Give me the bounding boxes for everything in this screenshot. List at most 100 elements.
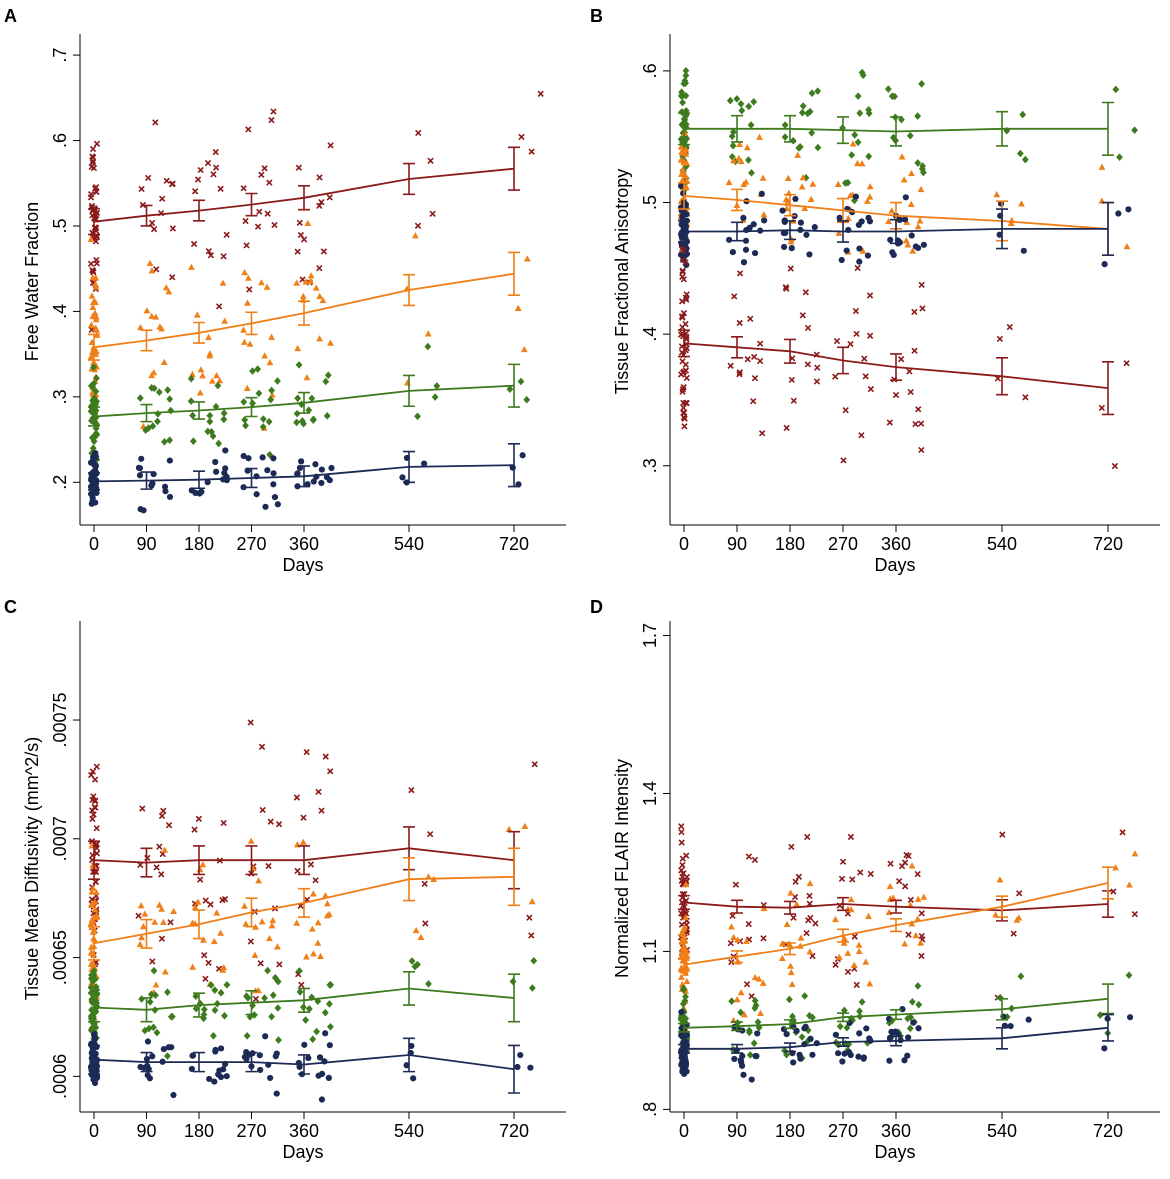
point-marker xyxy=(91,1035,99,1042)
point-marker xyxy=(294,344,302,352)
point-marker xyxy=(887,236,894,243)
point-marker xyxy=(138,455,145,462)
point-marker xyxy=(215,965,223,972)
point-marker xyxy=(537,90,544,97)
x-tick-label: 360 xyxy=(881,534,911,554)
point-marker xyxy=(244,274,252,281)
error-bar xyxy=(140,918,153,949)
error-bar xyxy=(784,193,796,217)
point-marker xyxy=(217,1073,225,1081)
point-marker xyxy=(424,342,432,351)
point-marker xyxy=(214,381,222,390)
point-marker xyxy=(519,452,526,459)
error-bar xyxy=(731,1043,743,1054)
point-marker xyxy=(89,154,97,161)
point-marker xyxy=(517,377,525,386)
point-marker xyxy=(429,210,436,217)
point-marker xyxy=(901,859,909,866)
point-marker xyxy=(431,393,439,401)
x-tick-label: 360 xyxy=(289,534,319,554)
point-marker xyxy=(420,460,428,467)
error-bar xyxy=(996,998,1008,1021)
point-marker xyxy=(679,388,686,395)
error-bar xyxy=(193,401,205,420)
point-marker xyxy=(93,825,100,832)
point-marker xyxy=(907,896,914,904)
point-marker xyxy=(1007,219,1015,226)
point-marker xyxy=(886,419,893,426)
point-marker xyxy=(211,986,219,994)
error-bar xyxy=(678,957,690,972)
error-bar xyxy=(508,1044,520,1094)
point-marker xyxy=(808,89,816,98)
point-marker xyxy=(213,909,221,916)
point-marker xyxy=(747,315,754,323)
point-marker xyxy=(760,211,768,218)
point-marker xyxy=(814,364,821,371)
point-marker xyxy=(88,915,96,923)
point-marker xyxy=(88,292,96,299)
point-marker xyxy=(265,862,272,870)
point-marker xyxy=(196,876,204,883)
point-marker xyxy=(268,922,276,929)
point-marker xyxy=(1010,930,1017,937)
error-bar xyxy=(837,116,849,145)
point-marker xyxy=(427,830,434,838)
point-marker xyxy=(150,384,158,393)
point-marker xyxy=(148,219,156,227)
point-marker xyxy=(299,292,307,299)
point-marker xyxy=(683,1039,690,1046)
point-marker xyxy=(202,975,209,982)
point-marker xyxy=(326,477,333,484)
point-marker xyxy=(853,981,860,989)
point-marker xyxy=(758,190,765,197)
point-marker xyxy=(888,207,896,214)
error-bar xyxy=(731,114,743,143)
x-tick-label: 90 xyxy=(727,534,747,554)
point-marker xyxy=(89,303,97,310)
point-marker xyxy=(166,395,174,403)
point-marker xyxy=(255,877,262,884)
point-marker xyxy=(87,235,95,242)
point-marker xyxy=(779,940,786,947)
point-marker xyxy=(92,316,100,323)
point-marker xyxy=(318,466,325,473)
point-marker xyxy=(187,374,195,383)
error-bar xyxy=(245,311,258,336)
point-marker xyxy=(681,923,688,930)
error-bar xyxy=(678,112,690,146)
point-marker xyxy=(679,176,686,183)
point-marker xyxy=(909,247,917,254)
point-marker xyxy=(251,951,259,958)
point-marker xyxy=(801,204,809,211)
point-marker xyxy=(907,388,914,396)
point-marker xyxy=(890,133,897,142)
point-marker xyxy=(241,1053,248,1061)
error-bar xyxy=(140,204,153,227)
point-marker xyxy=(748,1076,755,1083)
y-tick-label: .3 xyxy=(640,458,660,473)
point-marker xyxy=(867,385,875,393)
point-marker xyxy=(856,245,863,252)
point-marker xyxy=(265,417,273,426)
point-marker xyxy=(245,126,252,133)
point-marker xyxy=(847,895,855,903)
point-marker xyxy=(146,998,154,1006)
point-marker xyxy=(735,154,743,161)
point-marker xyxy=(243,242,250,249)
point-marker xyxy=(242,217,249,225)
point-marker xyxy=(309,890,317,897)
point-marker xyxy=(247,938,255,945)
error-bar xyxy=(193,199,205,222)
point-marker xyxy=(854,138,862,147)
point-marker xyxy=(1019,110,1027,119)
point-marker xyxy=(836,214,843,221)
point-marker xyxy=(792,878,799,885)
error-bar xyxy=(403,450,415,484)
y-tick-label: .4 xyxy=(50,304,70,319)
point-marker xyxy=(264,966,271,975)
point-marker xyxy=(907,200,915,207)
point-marker xyxy=(905,931,912,938)
point-marker xyxy=(799,174,807,181)
error-bar xyxy=(890,116,902,147)
